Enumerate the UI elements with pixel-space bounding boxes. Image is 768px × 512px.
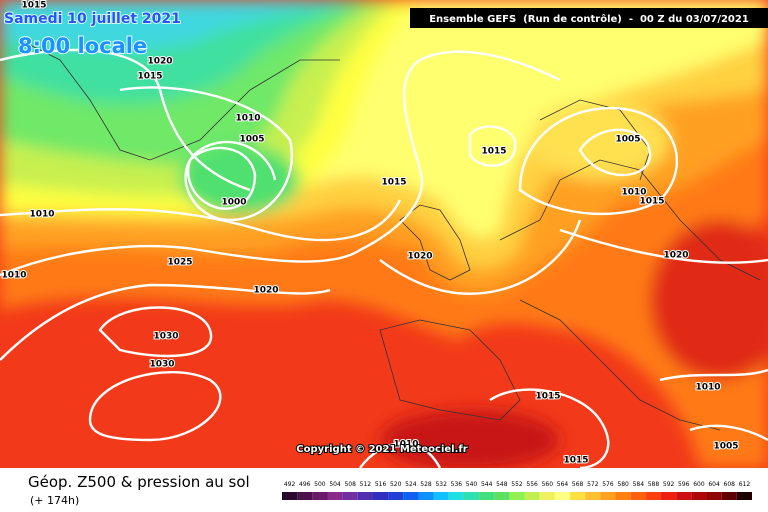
scale-label: 592	[663, 481, 675, 488]
scale-swatch	[403, 492, 419, 500]
scale-label: 600	[693, 481, 705, 488]
scale-swatch	[433, 492, 449, 500]
isobar-label: 1015	[563, 456, 588, 466]
isobar-label: 1025	[167, 258, 192, 268]
isobar-label: 1010	[393, 440, 418, 450]
isobar-label: 1015	[639, 197, 664, 207]
isobar-label: 1015	[137, 72, 162, 82]
scale-swatch	[327, 492, 343, 500]
scale-label: 596	[678, 481, 690, 488]
scale-label: 548	[496, 481, 508, 488]
scale-swatch	[600, 492, 616, 500]
time-label: 8:00 locale	[18, 34, 147, 58]
scale-swatch	[721, 492, 737, 500]
scale-swatch	[509, 492, 525, 500]
scale-swatch	[448, 492, 464, 500]
run-label: Ensemble GEFS (Run de contrôle) - 00 Z d…	[429, 13, 749, 25]
scale-label: 544	[481, 481, 493, 488]
scale-label: 516	[375, 481, 387, 488]
isobars	[0, 48, 768, 468]
isobar-label: 1020	[253, 286, 278, 296]
isobar-label: 1010	[621, 188, 646, 198]
isobar-label: 1005	[615, 135, 640, 145]
scale-swatch	[479, 492, 495, 500]
scale-swatch	[691, 492, 707, 500]
scale-label: 552	[511, 481, 523, 488]
footer-title: Géop. Z500 & pression au sol	[28, 473, 250, 491]
isobar-label: 1020	[663, 251, 688, 261]
isobar-label: 1015	[21, 1, 46, 11]
scale-swatch	[585, 492, 601, 500]
isobar-label: 1005	[239, 135, 264, 145]
isobar-label: 1010	[29, 210, 54, 220]
footer-lead: (+ 174h)	[30, 494, 79, 507]
scale-label: 608	[724, 481, 736, 488]
scale-label: 524	[405, 481, 417, 488]
scale-label: 580	[617, 481, 629, 488]
isobar-label: 1030	[153, 332, 178, 342]
isobar-label: 1005	[713, 442, 738, 452]
scale-label: 512	[360, 481, 372, 488]
scale-swatch	[736, 492, 752, 500]
scale-label: 528	[420, 481, 432, 488]
scale-label: 560	[542, 481, 554, 488]
isobar-label: 1020	[147, 57, 172, 67]
isobar-label: 1020	[407, 252, 432, 262]
copyright: Copyright © 2021 Meteociel.fr	[296, 444, 467, 455]
isobar-label: 1015	[535, 392, 560, 402]
scale-label: 540	[466, 481, 478, 488]
scale-swatch	[388, 492, 404, 500]
run-banner	[410, 8, 768, 28]
isobar-label: 1010	[695, 383, 720, 393]
scale-label: 508	[344, 481, 356, 488]
scale-swatch	[342, 492, 358, 500]
scale-label: 556	[526, 481, 538, 488]
scale-swatch	[630, 492, 646, 500]
scale-label: 612	[739, 481, 751, 488]
isobar-label: 1015	[381, 178, 406, 188]
scale-swatch	[372, 492, 389, 500]
scale-label: 492	[284, 481, 296, 488]
isobar-label: 1015	[481, 147, 506, 157]
scale-label: 536	[451, 481, 463, 488]
scale-label: 584	[633, 481, 645, 488]
scale-label: 564	[557, 481, 569, 488]
date-label: Samedi 10 juillet 2021	[4, 11, 181, 27]
scale-swatch	[706, 492, 722, 500]
scale-swatch	[676, 492, 692, 500]
scale-swatch	[463, 492, 480, 500]
scale-label: 604	[708, 481, 720, 488]
isobar-label: 1000	[221, 198, 246, 208]
scale-swatch	[570, 492, 586, 500]
scale-swatch	[554, 492, 571, 500]
scale-label: 568	[572, 481, 584, 488]
isobar-label: 1010	[1, 271, 26, 281]
scale-swatch	[418, 492, 434, 500]
field: 1015 1020 1015 1010 1005 1000 1010 1025 …	[0, 0, 768, 468]
scale-swatch	[282, 492, 298, 500]
scale-label: 520	[390, 481, 402, 488]
scale-swatch	[297, 492, 313, 500]
color-scale: 492 496 500 504 508 512 516 520 524 528 532 536 540 5…	[282, 481, 752, 500]
scale-swatch	[539, 492, 555, 500]
isobar-label: 1030	[149, 360, 174, 370]
scale-label: 572	[587, 481, 599, 488]
scale-swatch	[494, 492, 510, 500]
scale-label: 576	[602, 481, 614, 488]
isobar-label: 1010	[235, 114, 260, 124]
scale-swatch	[615, 492, 631, 500]
scale-swatch	[524, 492, 540, 500]
scale-swatch	[357, 492, 373, 500]
scale-label: 588	[648, 481, 660, 488]
scale-swatch	[645, 492, 662, 500]
scale-label: 532	[435, 481, 447, 488]
coastlines	[19, 39, 761, 431]
scale-label: 496	[299, 481, 311, 488]
scale-label: 504	[329, 481, 341, 488]
scale-label: 500	[314, 481, 326, 488]
scale-swatch	[661, 492, 677, 500]
scale-swatch	[312, 492, 328, 500]
